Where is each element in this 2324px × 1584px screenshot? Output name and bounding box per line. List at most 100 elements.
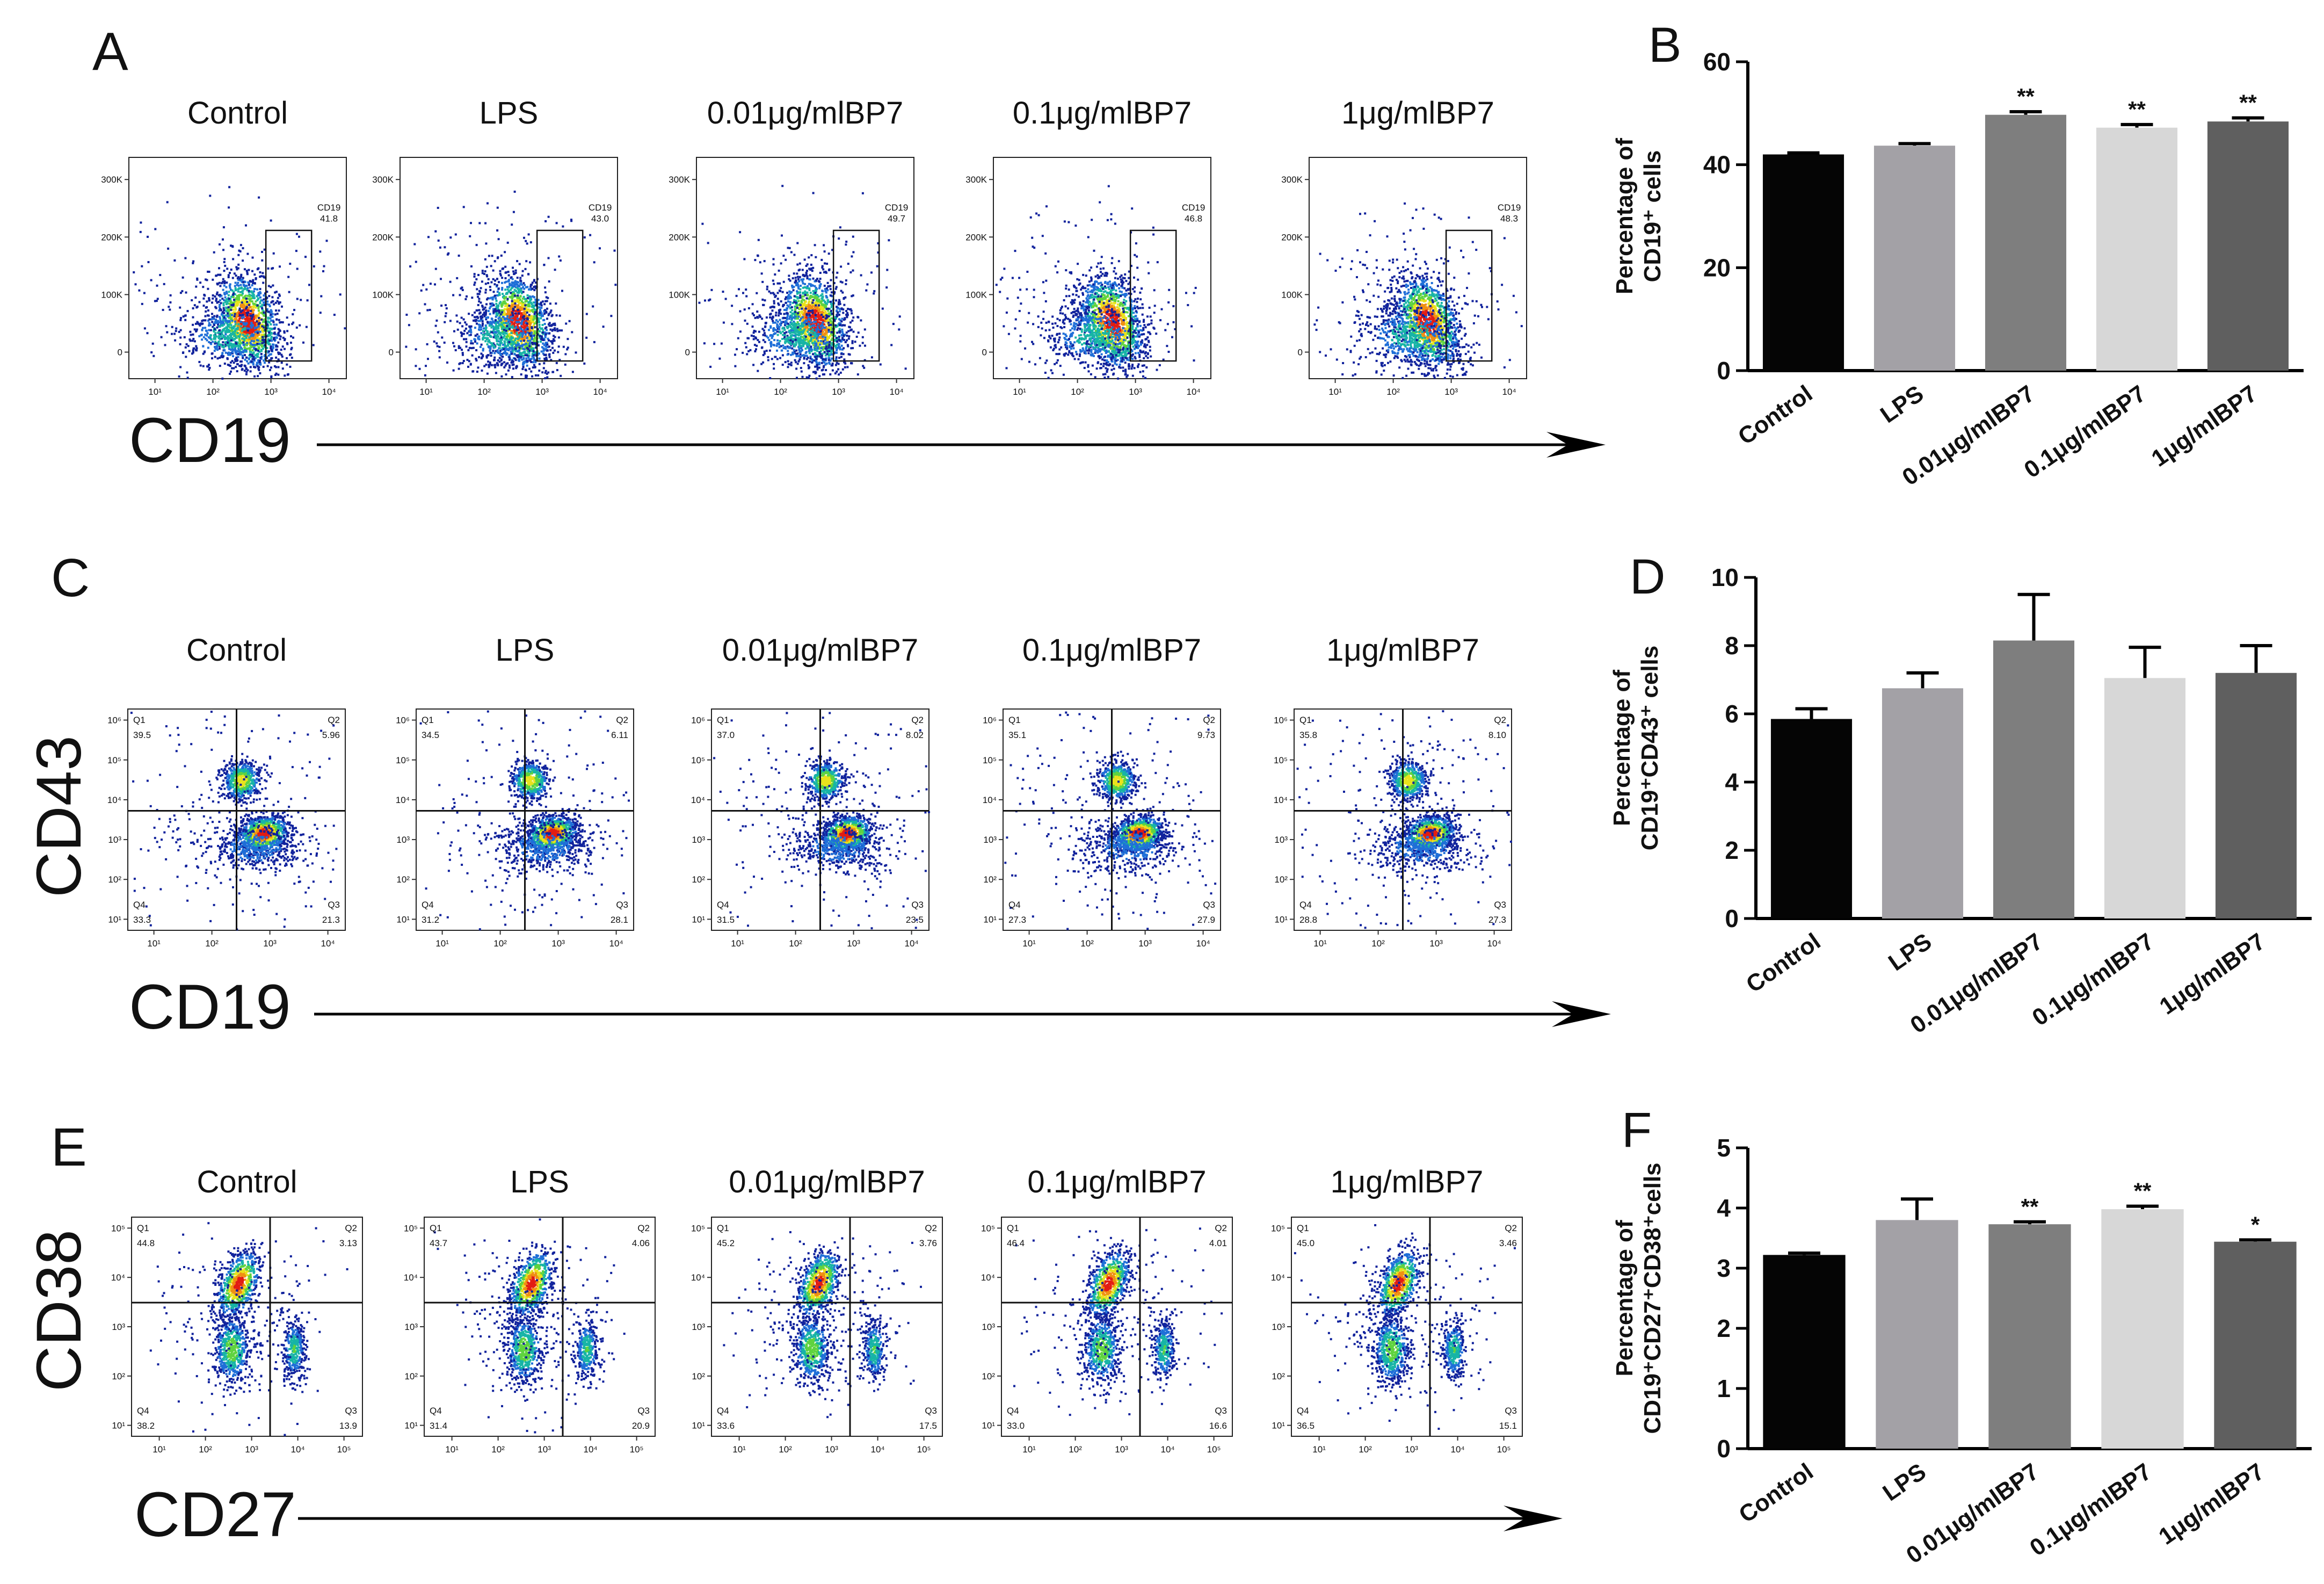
- y-tick-label: 10²: [1274, 874, 1288, 885]
- y-tick-label: 6: [1725, 700, 1739, 728]
- quadrant-percentage: 35.1: [1008, 730, 1026, 740]
- y-tick-label: 10⁶: [983, 715, 997, 726]
- quadrant-name: Q2: [345, 1223, 357, 1233]
- y-tick-label: 40: [1703, 151, 1731, 179]
- quadrant-name: Q2: [1494, 715, 1506, 725]
- y-tick-label: 10⁴: [1274, 795, 1288, 805]
- y-tick-label: 10²: [404, 1371, 418, 1382]
- x-tick-label: LPS: [1884, 928, 1936, 976]
- quadrant-percentage: 44.8: [137, 1238, 155, 1248]
- x-tick-label: 10²: [774, 387, 787, 397]
- quadrant-name: Q4: [1008, 900, 1021, 910]
- gate-percentage: 41.8: [320, 213, 338, 223]
- panel-letter: D: [1630, 549, 1665, 604]
- x-tick-label: 10²: [206, 387, 220, 397]
- x-tick-label: 10³: [535, 387, 549, 397]
- quadrant-percentage: 3.46: [1499, 1238, 1517, 1248]
- gate-percentage: 43.0: [591, 213, 609, 223]
- bar: [2104, 678, 2185, 918]
- x-tick-label: 1μg/mlBP7: [2154, 1458, 2269, 1550]
- group-title: 1μg/mlBP7: [1341, 96, 1494, 131]
- bar: [1993, 640, 2074, 918]
- x-tick-label: 10⁴: [1487, 938, 1501, 949]
- y-tick-label: 10³: [692, 835, 705, 845]
- quadrant-percentage: 27.3: [1488, 915, 1506, 925]
- y-tick-label: 0: [118, 348, 122, 358]
- x-tick-label: 10⁴: [322, 387, 336, 397]
- group-title: 1μg/mlBP7: [1326, 633, 1479, 668]
- quadrant-name: Q4: [1299, 900, 1312, 910]
- y-tick-label: 4: [1717, 1194, 1731, 1222]
- x-tick-label: 10³: [847, 938, 860, 949]
- quadrant-percentage: 45.0: [1297, 1238, 1314, 1248]
- panel-letter: B: [1648, 18, 1681, 73]
- quadrant-name: Q4: [422, 900, 434, 910]
- x-tick-label: 10⁴: [889, 387, 903, 397]
- quadrant-name: Q1: [137, 1223, 149, 1233]
- x-tick-label: 10¹: [147, 938, 161, 949]
- y-tick-label: 10: [1711, 563, 1739, 591]
- quadrant-percentage: 23.5: [906, 915, 924, 925]
- group-title: 0.01μg/mlBP7: [707, 96, 904, 131]
- group-title: LPS: [496, 633, 555, 668]
- quadrant-name: Q3: [345, 1406, 357, 1416]
- y-tick-label: 10²: [692, 874, 705, 885]
- y-tick-label: 100K: [965, 290, 987, 300]
- x-tick-label: 10³: [1138, 938, 1152, 949]
- quadrant-name: Q1: [717, 1223, 729, 1233]
- group-title: 0.1μg/mlBP7: [1027, 1165, 1206, 1199]
- quadrant-percentage: 35.8: [1299, 730, 1317, 740]
- y-axis-label: Percentage of: [1609, 670, 1635, 826]
- quadrant-percentage: 31.4: [430, 1421, 447, 1431]
- quadrant-percentage: 28.1: [611, 915, 628, 925]
- y-tick-label: 10⁴: [1271, 1272, 1285, 1283]
- quadrant-percentage: 46.4: [1007, 1238, 1025, 1248]
- scatter-events: [130, 711, 338, 930]
- quadrant-name: Q2: [925, 1223, 937, 1233]
- x-tick-label: 10²: [199, 1444, 212, 1455]
- x-tick-label: 10⁴: [1196, 938, 1210, 949]
- quadrant-percentage: 4.01: [1209, 1238, 1227, 1248]
- x-tick-label: 10²: [205, 938, 219, 949]
- quadrant-percentage: 37.0: [717, 730, 735, 740]
- y-axis-label: Percentage of: [1611, 1220, 1638, 1376]
- quadrant-percentage: 8.10: [1488, 730, 1506, 740]
- gate-percentage: 46.8: [1185, 213, 1202, 223]
- y-tick-label: 300K: [669, 175, 690, 185]
- gate-label: CD19: [1182, 202, 1205, 213]
- x-tick-label: 10⁴: [290, 1444, 304, 1455]
- significance-marker: **: [2021, 1194, 2039, 1219]
- scatter-events: [434, 1218, 626, 1433]
- quadrant-percentage: 33.6: [717, 1421, 735, 1431]
- y-tick-label: 0: [685, 348, 690, 358]
- x-tick-label: 10³: [832, 387, 845, 397]
- x-tick-label: 10³: [245, 1444, 258, 1455]
- x-tick-label: 10¹: [1013, 387, 1026, 397]
- x-tick-label: 10²: [1069, 1444, 1082, 1455]
- x-tick-label: 10²: [491, 1444, 505, 1455]
- quadrant-name: Q3: [637, 1406, 650, 1416]
- quadrant-percentage: 34.5: [422, 730, 439, 740]
- group-title: 0.1μg/mlBP7: [1013, 96, 1192, 131]
- x-tick-label: 10⁴: [1502, 387, 1516, 397]
- x-tick-label: 10⁵: [1497, 1444, 1511, 1455]
- x-tick-label: 10³: [825, 1444, 838, 1455]
- x-tick-label: 10⁴: [593, 387, 607, 397]
- significance-marker: *: [2251, 1212, 2260, 1237]
- x-axis-title: CD27: [134, 1479, 296, 1550]
- y-tick-label: 10⁴: [983, 795, 997, 805]
- panel-letter: E: [51, 1117, 87, 1177]
- y-tick-label: 0: [1725, 905, 1739, 932]
- x-tick-label: 10¹: [148, 387, 162, 397]
- y-tick-label: 10⁴: [691, 1272, 705, 1283]
